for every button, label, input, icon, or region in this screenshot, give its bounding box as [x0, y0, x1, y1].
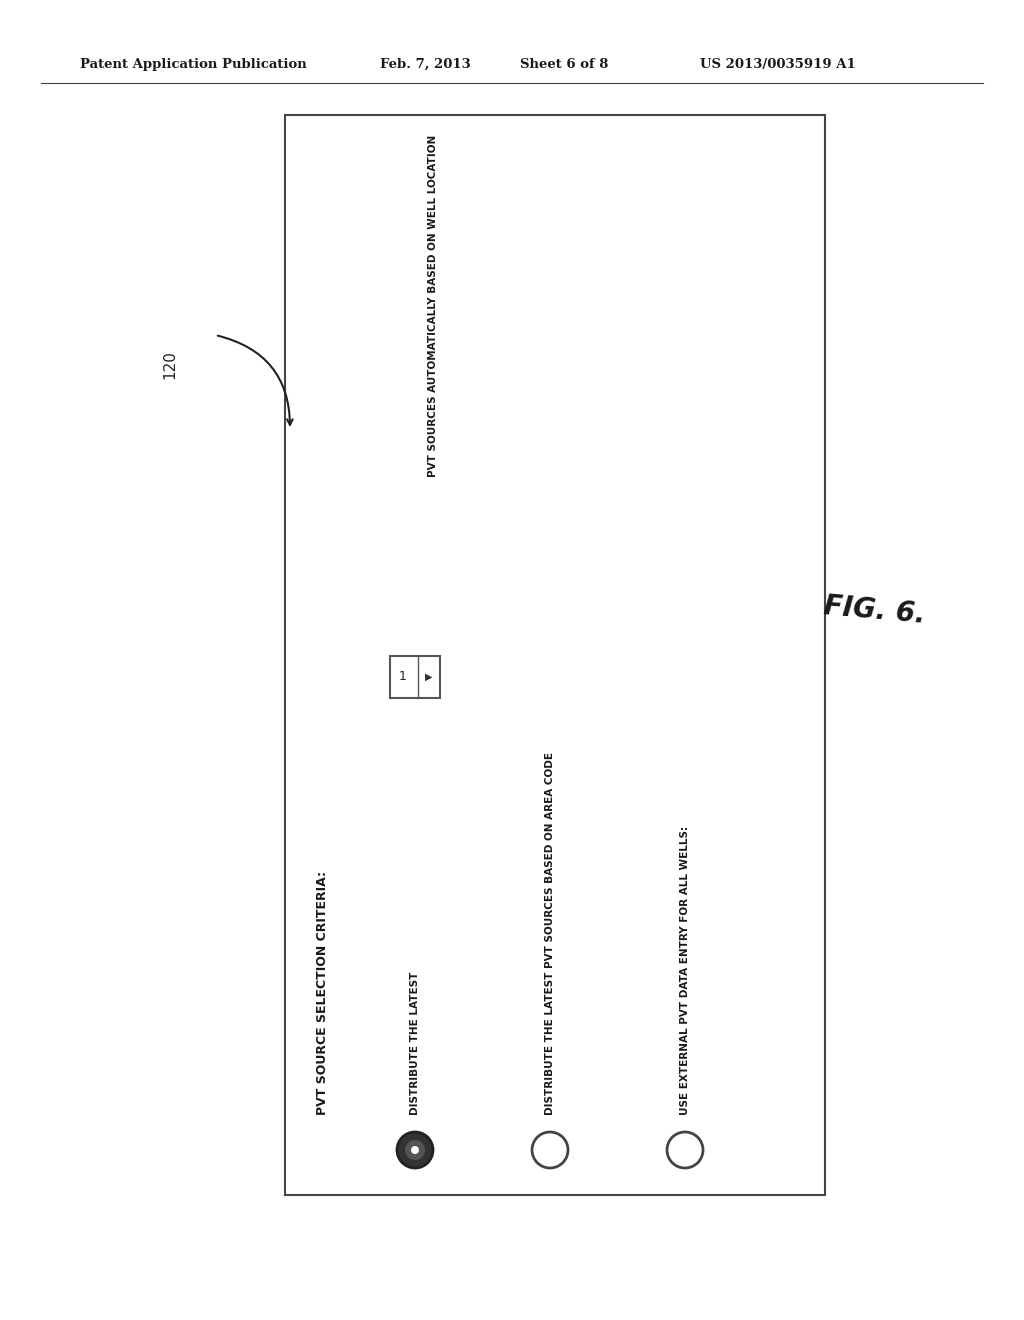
Text: PVT SOURCES AUTOMATICALLY BASED ON WELL LOCATION: PVT SOURCES AUTOMATICALLY BASED ON WELL … — [428, 135, 438, 478]
Circle shape — [406, 1140, 425, 1160]
Text: USE EXTERNAL PVT DATA ENTRY FOR ALL WELLS:: USE EXTERNAL PVT DATA ENTRY FOR ALL WELL… — [680, 826, 690, 1115]
Text: DISTRIBUTE THE LATEST PVT SOURCES BASED ON AREA CODE: DISTRIBUTE THE LATEST PVT SOURCES BASED … — [545, 752, 555, 1115]
Text: ▶: ▶ — [425, 672, 432, 681]
Bar — [285, 115, 825, 1195]
Bar — [390, 656, 440, 697]
Text: 1: 1 — [398, 671, 407, 684]
Text: Feb. 7, 2013: Feb. 7, 2013 — [380, 58, 471, 71]
Text: FIG. 6.: FIG. 6. — [823, 591, 927, 628]
Circle shape — [667, 1133, 703, 1168]
Text: Patent Application Publication: Patent Application Publication — [80, 58, 307, 71]
Text: US 2013/0035919 A1: US 2013/0035919 A1 — [700, 58, 856, 71]
Circle shape — [532, 1133, 568, 1168]
Circle shape — [397, 1133, 433, 1168]
Text: Sheet 6 of 8: Sheet 6 of 8 — [520, 58, 608, 71]
Text: PVT SOURCE SELECTION CRITERIA:: PVT SOURCE SELECTION CRITERIA: — [316, 871, 330, 1115]
Circle shape — [411, 1146, 419, 1154]
Text: 120: 120 — [163, 351, 177, 379]
Text: DISTRIBUTE THE LATEST: DISTRIBUTE THE LATEST — [410, 972, 420, 1115]
